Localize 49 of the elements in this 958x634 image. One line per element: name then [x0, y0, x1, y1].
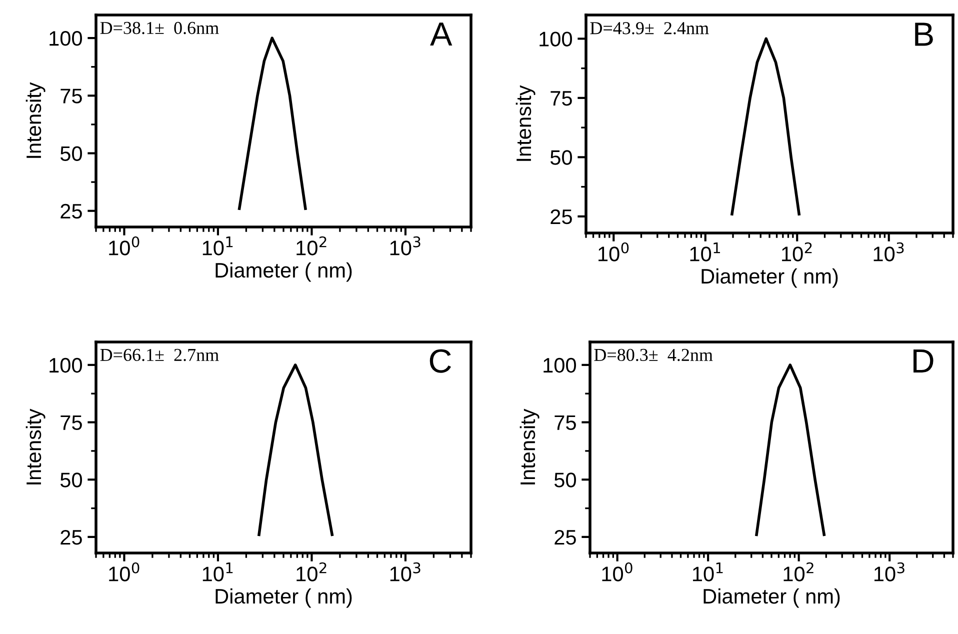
annotation: D=66.1± 2.7nm — [100, 348, 219, 362]
x-tick-label: 10$^{1}$ — [202, 236, 233, 256]
x-tick-label: 10$^{0}$ — [109, 562, 140, 582]
line-series — [730, 37, 800, 216]
x-axis-title: Diameter ( nm) — [702, 268, 838, 288]
x-tick-label: 10$^{3}$ — [874, 242, 904, 262]
x-tick-label: 10$^{3}$ — [390, 562, 420, 582]
y-axis-title: Intensity — [26, 408, 46, 484]
y-tick-label: 25 — [554, 530, 576, 545]
y-tick-label: 100 — [544, 358, 576, 373]
y-tick-label: 25 — [550, 209, 572, 224]
annotation: C — [430, 349, 451, 373]
y-tick-label: 50 — [554, 472, 576, 488]
y-tick-label: 50 — [60, 146, 82, 162]
y-tick-label: 100 — [50, 358, 82, 373]
y-tick-label: 75 — [554, 415, 576, 430]
annotation: B — [915, 22, 933, 46]
y-tick-label: 100 — [540, 32, 572, 46]
x-axis-title: Diameter ( nm) — [704, 588, 840, 608]
y-tick-label: 75 — [60, 88, 82, 104]
x-tick-label: 10$^{3}$ — [390, 236, 420, 256]
x-tick-label: 10$^{1}$ — [202, 562, 233, 582]
x-axis-title: Diameter ( nm) — [216, 262, 352, 282]
y-tick-label: 50 — [550, 150, 572, 165]
y-tick-label: 75 — [60, 415, 82, 430]
x-tick-label: 10$^{0}$ — [598, 242, 629, 262]
x-axis-title: Diameter ( nm) — [216, 588, 352, 608]
x-tick-label: 10$^{1}$ — [692, 562, 723, 582]
annotation: D=80.3± 4.2nm — [594, 348, 713, 362]
x-tick-label: 10$^{2}$ — [782, 242, 812, 262]
x-tick-label: 10$^{0}$ — [109, 236, 140, 256]
x-tick-label: 10$^{0}$ — [602, 562, 632, 582]
y-tick-label: 50 — [60, 472, 82, 488]
y-tick-label: 25 — [60, 530, 82, 545]
y-axis-title: Intensity — [516, 85, 536, 161]
x-tick-label: 10$^{1}$ — [690, 242, 720, 262]
x-tick-label: 10$^{2}$ — [296, 562, 326, 582]
x-tick-label: 10$^{2}$ — [296, 236, 326, 256]
y-tick-label: 100 — [50, 31, 82, 46]
annotation: D=43.9± 2.4nm — [590, 22, 709, 34]
y-tick-label: 75 — [550, 91, 572, 106]
y-axis-title: Intensity — [520, 408, 540, 484]
x-tick-label: 10$^{3}$ — [874, 562, 904, 582]
x-tick-label: 10$^{2}$ — [784, 562, 814, 582]
y-axis-title: Intensity — [26, 82, 46, 158]
y-tick-label: 25 — [60, 204, 82, 219]
annotation: A — [430, 22, 452, 46]
annotation: D=38.1± 0.6nm — [100, 22, 219, 34]
annotation: D — [914, 350, 934, 372]
